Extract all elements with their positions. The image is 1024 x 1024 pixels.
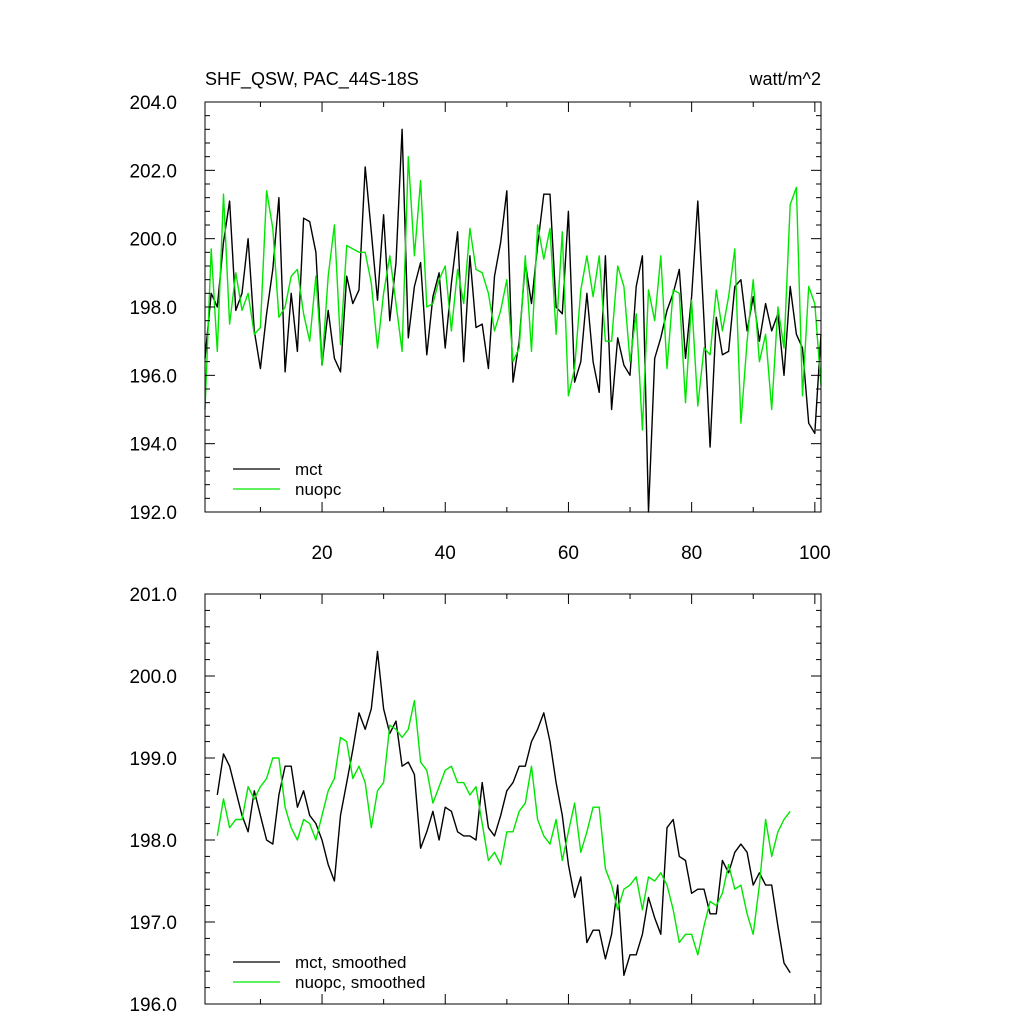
- bottom-axis-ticks: 196.0 197.0 198.0 199.0 200.0 201.0: [129, 585, 821, 1016]
- y-tick-label: 194.0: [129, 435, 177, 456]
- y-tick-label: 196.0: [129, 366, 177, 387]
- x-tick-label: 100: [799, 543, 831, 564]
- y-tick-label: 202.0: [129, 161, 177, 182]
- x-tick-label: 60: [558, 543, 579, 564]
- x-tick-label: 80: [681, 543, 702, 564]
- y-tick-label: 197.0: [129, 913, 177, 934]
- y-tick-label: 200.0: [129, 667, 177, 688]
- top-axis-ticks: 192.0 194.0 196.0 198.0 200.0 202.0 204.0 20 40 6…: [129, 93, 830, 564]
- top-series-lines: [204, 128, 822, 513]
- series-line-nuopc: [204, 155, 822, 431]
- legend-label-mct: mct: [295, 460, 323, 479]
- bottom-panel: 196.0 197.0 198.0 199.0 200.0 201.0 mct, smoo…: [129, 585, 822, 1016]
- y-tick-label: 204.0: [129, 93, 177, 114]
- chart-title: SHF_QSW, PAC_44S-18S: [205, 69, 419, 90]
- legend-label-nuopc-smoothed: nuopc, smoothed: [295, 973, 425, 992]
- y-tick-label: 198.0: [129, 831, 177, 852]
- y-tick-label: 196.0: [129, 995, 177, 1016]
- x-tick-label: 40: [435, 543, 456, 564]
- y-tick-label: 200.0: [129, 230, 177, 251]
- y-tick-label: 198.0: [129, 298, 177, 319]
- series-line-mct-smoothed: [216, 650, 791, 976]
- x-tick-label: 20: [311, 543, 332, 564]
- units-label: watt/m^2: [749, 69, 821, 89]
- legend-label-nuopc: nuopc: [295, 480, 342, 499]
- series-line-nuopc-smoothed: [216, 699, 791, 956]
- bottom-legend: mct, smoothed nuopc, smoothed: [233, 953, 425, 992]
- bottom-plot-frame: [204, 593, 822, 1005]
- top-legend: mct nuopc: [233, 460, 342, 499]
- y-tick-label: 192.0: [129, 503, 177, 524]
- series-line-mct: [204, 128, 822, 513]
- top-plot-frame: [204, 101, 822, 513]
- top-panel: SHF_QSW, PAC_44S-18S watt/m^2 192.0 194.0…: [129, 69, 830, 564]
- legend-label-mct-smoothed: mct, smoothed: [295, 953, 407, 972]
- y-tick-label: 201.0: [129, 585, 177, 606]
- bottom-series-lines: [216, 650, 791, 976]
- y-tick-label: 199.0: [129, 749, 177, 770]
